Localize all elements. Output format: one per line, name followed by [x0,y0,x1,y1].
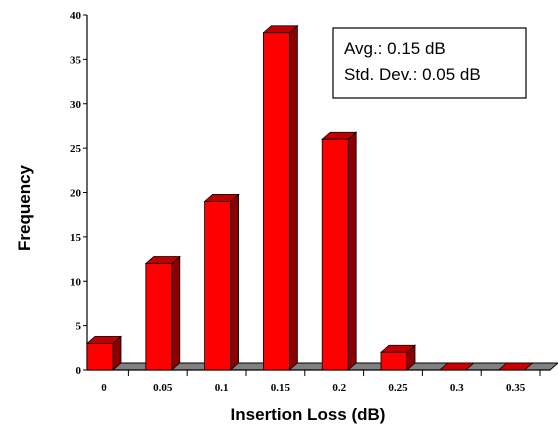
bar [379,344,417,371]
bar [203,193,240,371]
x-axis-title: Insertion Loss (dB) [231,405,386,424]
bar [497,362,534,371]
y-tick-label: 15 [70,232,82,244]
y-axis-ticks: 0 5 10 15 20 25 30 35 40 [70,10,87,377]
bars [85,24,534,371]
x-tick-label: 0.15 [271,382,291,394]
x-tick-label: 0 [101,382,107,394]
y-tick-label: 0 [76,365,82,377]
bar [144,255,181,371]
x-tick-label: 0.3 [450,382,464,394]
x-tick-label: 0.1 [215,382,229,394]
y-tick-label: 25 [70,143,82,155]
bar [262,24,299,371]
y-tick-label: 10 [70,276,82,288]
y-tick-label: 30 [70,99,82,111]
y-tick-label: 5 [76,321,82,333]
y-tick-label: 40 [70,10,82,22]
std-dev-label: Std. Dev.: 0.05 dB [344,65,481,84]
y-axis-title: Frequency [15,164,34,251]
bar [321,131,358,371]
average-label: Avg.: 0.15 dB [344,39,446,58]
x-tick-label: 0.35 [506,382,526,394]
x-tick-label: 0.2 [332,382,346,394]
bar [85,335,123,371]
bar [438,362,475,371]
stats-annotation-box: Avg.: 0.15 dB Std. Dev.: 0.05 dB [332,27,527,99]
x-tick-label: 0.05 [153,382,173,394]
x-tick-label: 0.25 [388,382,408,394]
x-axis-ticks: 0 0.05 0.1 0.15 0.2 0.25 0.3 0.35 [101,370,541,394]
y-tick-label: 35 [70,54,82,66]
y-tick-label: 20 [70,188,82,200]
